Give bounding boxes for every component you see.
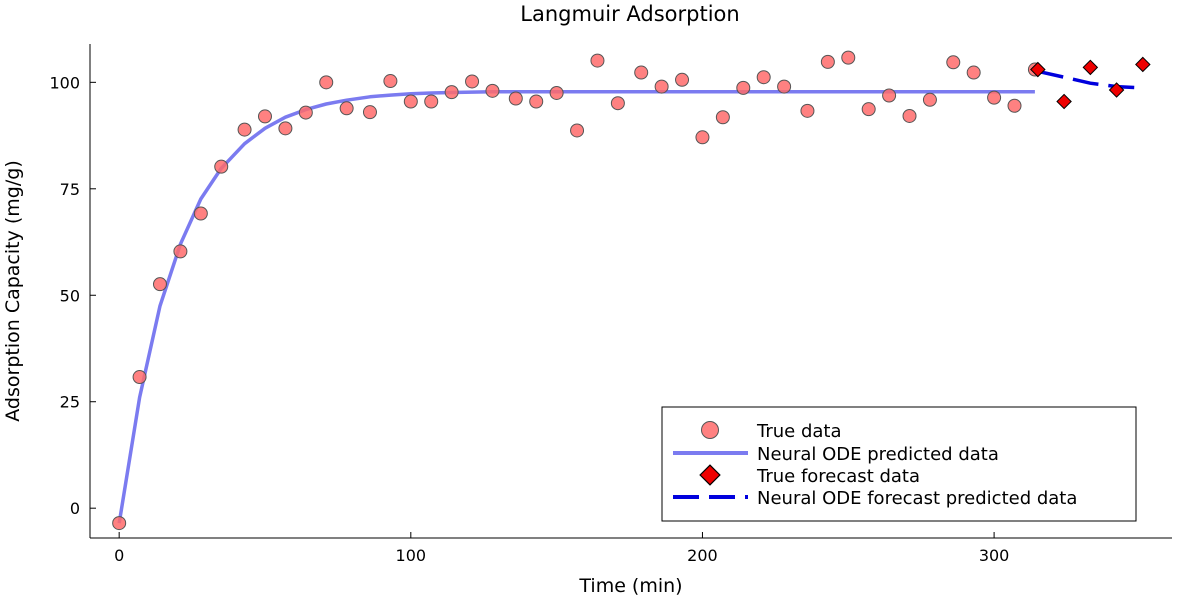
forecast-data-point [1030,61,1046,78]
x-tick-label: 100 [396,546,427,565]
plot-area [112,50,1151,531]
true-data-point [193,206,208,221]
y-tick-label: 100 [49,73,80,92]
true-data-point [529,94,544,109]
true-data-point [362,105,377,120]
true-data-point [861,102,876,117]
true-data-point [339,101,354,116]
true-data-point [112,516,127,531]
true-data-point [444,85,459,100]
y-tick-label: 0 [70,499,80,518]
true-data-point [403,94,418,109]
true-data-point [214,159,229,174]
x-tick-label: 0 [114,546,124,565]
true-data-point [902,108,917,123]
true-data-point [173,244,188,259]
true-data-point [695,130,710,145]
x-tick-label: 300 [979,546,1010,565]
forecast-predicted-series-line [1037,69,1143,90]
y-tick-label: 75 [60,180,80,199]
predicted-series-line [117,89,1035,524]
true-data-point [946,55,961,70]
true-data-point [777,79,792,94]
true-data-point [465,74,480,89]
true-data-point [424,94,439,109]
y-ticks: 0 25 50 75 100 [49,73,96,518]
true-data-point [237,122,252,137]
true-data-point [654,79,669,94]
true-data-point [675,72,690,87]
axes [89,44,1172,539]
true-data-point [590,53,605,68]
true-data-point [756,70,771,85]
true-data-point [132,370,147,385]
true-data-point [383,74,398,89]
true-data-point [549,85,564,100]
legend-predicted-label: Neural ODE predicted data [757,444,999,465]
legend-forecast-marker [699,464,721,486]
chart-title: Langmuir Adsorption [520,2,739,26]
true-data-point [736,80,751,95]
true-data-point [570,123,585,138]
x-tick-label: 200 [687,546,718,565]
legend-forecast-predicted-label: Neural ODE forecast predicted data [757,488,1077,509]
forecast-data-point [1108,82,1125,98]
y-tick-label: 25 [60,393,80,412]
true-data-point [278,121,293,136]
forecast-data-point [1056,93,1072,110]
legend: True data Neural ODE predicted data True… [661,406,1137,522]
true-data-point [922,92,937,107]
true-data-point [634,65,649,80]
true-data-point [298,105,313,120]
true-data-point [966,65,981,80]
x-ticks: 0 100 200 300 [114,532,1009,565]
x-axis-label: Time (min) [578,575,682,597]
forecast-data-point [1082,59,1099,76]
legend-box [661,406,1137,522]
y-tick-label: 50 [60,286,80,305]
y-axis-label: Adsorption Capacity (mg/g) [2,160,24,421]
forecast-data-point [1135,56,1151,73]
legend-true-data-marker [701,421,719,439]
true-data-point [800,103,815,118]
true-data-point [152,277,167,292]
true-data-point [610,96,625,111]
true-data-point [508,91,523,106]
true-data-point [715,110,730,125]
true-data-point [1007,98,1022,113]
true-data-point [319,75,334,90]
true-data-point [987,90,1002,105]
true-data-point [257,109,272,124]
true-data-point [820,54,835,69]
true-data-point [485,83,500,98]
true-data-point [882,88,897,103]
legend-true-data-label: True data [756,421,842,442]
true-data-point [841,50,856,65]
legend-forecast-label: True forecast data [756,466,920,487]
